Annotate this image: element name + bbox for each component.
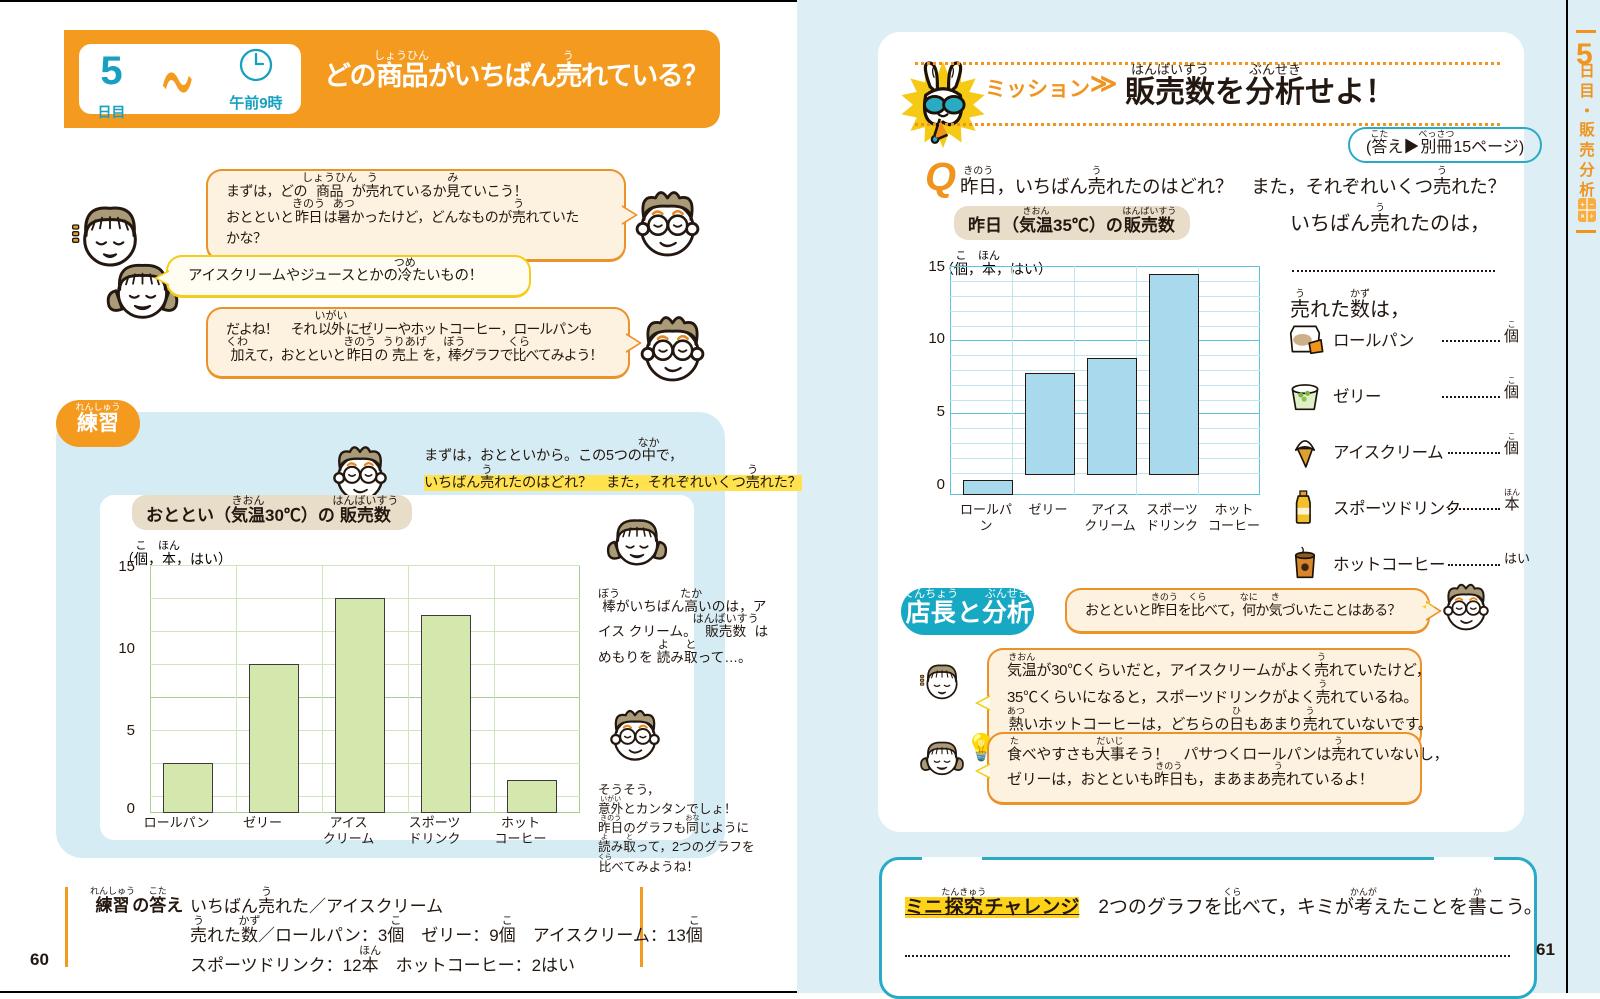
svg-text:÷: ÷ xyxy=(1590,214,1594,221)
svg-text:+: + xyxy=(1580,202,1584,209)
svg-text:×: × xyxy=(1580,214,1584,221)
svg-text:−: − xyxy=(1589,202,1593,209)
